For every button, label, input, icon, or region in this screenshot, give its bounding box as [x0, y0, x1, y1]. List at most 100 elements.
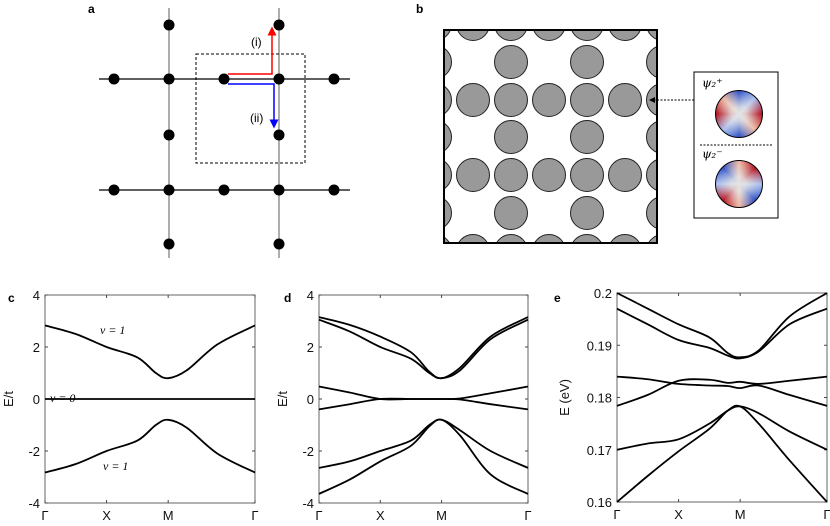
y-tick-label: 4 [33, 288, 40, 303]
y-tick-label: -2 [302, 444, 314, 459]
dielectric-rod [570, 83, 604, 117]
y-tick-label: 0.17 [587, 443, 612, 458]
y-tick-label: -4 [302, 496, 314, 511]
dielectric-rod [533, 30, 565, 41]
lattice-site [218, 73, 230, 85]
dielectric-rod [494, 196, 528, 230]
path-i-label: (i) [251, 35, 262, 49]
band-3 [44, 418, 256, 474]
path-ii-label: (ii) [250, 111, 263, 125]
dielectric-rod [444, 30, 451, 39]
y-axis-label: E/t [275, 391, 290, 407]
dielectric-rod [646, 121, 657, 153]
band-4 [616, 375, 828, 407]
lattice-site [163, 73, 175, 85]
unit-cell-box [195, 53, 306, 164]
x-tick-label: Γ [41, 508, 48, 523]
dielectric-rod [570, 158, 604, 192]
y-tick-label: 2 [307, 340, 314, 355]
crystal-boundary [443, 29, 658, 244]
dielectric-rod [572, 234, 602, 243]
band-2 [318, 318, 529, 380]
band-5 [318, 418, 529, 469]
y-tick-label: 0.2 [594, 286, 612, 301]
y-axis-label: E (eV) [557, 379, 572, 416]
lattice-site [108, 73, 120, 85]
panel-a-lattice: a (i) (ii) [88, 2, 350, 258]
dielectric-rod [532, 158, 566, 192]
dielectric-rod [494, 45, 528, 79]
lattice-site [273, 184, 285, 196]
band-3 [318, 385, 529, 401]
dielectric-rod [444, 236, 450, 243]
hopping-path-i [228, 26, 277, 75]
y-tick-label: -2 [28, 444, 40, 459]
lattice-site [163, 129, 175, 141]
dielectric-rod [444, 47, 452, 77]
dielectric-rod [646, 46, 657, 78]
band-2 [616, 307, 828, 360]
x-tick-label: Γ [251, 508, 258, 523]
y-tick-label: 0 [307, 392, 314, 407]
band-1 [44, 324, 256, 380]
nu-label-lower: ν = 1 [103, 459, 128, 473]
panel-b-label: b [416, 2, 423, 16]
hopping-path-ii [228, 83, 279, 129]
dielectric-rod [534, 234, 564, 243]
panel-a-label: a [88, 2, 95, 16]
nu-label-zero: ν = 0 [50, 391, 75, 405]
lattice-site [163, 184, 175, 196]
psi-minus-label: ψ₂⁻ [702, 147, 723, 161]
dielectric-rod [608, 158, 642, 192]
dielectric-rod [532, 83, 566, 117]
dielectric-rod [495, 30, 527, 41]
lattice-site [273, 73, 285, 85]
dielectric-rod [646, 197, 657, 229]
lattice-site [163, 238, 175, 250]
dielectric-rod [494, 83, 528, 117]
x-tick-label: Γ [613, 507, 620, 522]
dielectric-rod [648, 235, 657, 243]
lattice-site [328, 184, 340, 196]
dielectric-rod [494, 158, 528, 192]
x-tick-label: M [163, 508, 174, 523]
lattice-site [218, 184, 230, 196]
x-tick-label: M [436, 508, 447, 523]
dielectric-rod [496, 234, 526, 243]
dielectric-rod [647, 30, 657, 40]
dielectric-rod [570, 45, 604, 79]
y-tick-label: 0.18 [587, 391, 612, 406]
band-1 [318, 316, 529, 380]
band-5 [616, 405, 828, 451]
x-tick-label: X [376, 508, 385, 523]
lattice-site [328, 73, 340, 85]
band-plot-e: Γ X M Γ0.160.170.180.190.2E (eV) [557, 286, 830, 522]
x-tick-label: X [102, 508, 111, 523]
x-tick-label: Γ [823, 507, 830, 522]
dielectric-rod [646, 159, 657, 191]
x-tick-label: Γ [524, 508, 531, 523]
panel-c-label: c [8, 291, 15, 305]
lattice-site [273, 19, 285, 31]
dielectric-rod [444, 198, 452, 228]
x-tick-label: X [674, 507, 683, 522]
y-axis-label: E/t [1, 391, 16, 407]
dielectric-rod [456, 83, 490, 117]
dielectric-rod [457, 30, 489, 41]
y-tick-label: 0 [33, 392, 40, 407]
dielectric-rod [444, 160, 452, 190]
dielectric-rod [570, 196, 604, 230]
dielectric-rod [610, 234, 640, 243]
band-1 [616, 292, 828, 359]
lattice-site [163, 19, 175, 31]
dielectric-rod [570, 120, 604, 154]
lattice-site [273, 129, 285, 141]
y-tick-label: 0.16 [587, 495, 612, 510]
y-tick-label: 2 [33, 340, 40, 355]
dielectric-rod [444, 122, 452, 152]
x-tick-label: M [735, 507, 746, 522]
y-tick-label: -4 [28, 496, 40, 511]
lattice-site [108, 184, 120, 196]
